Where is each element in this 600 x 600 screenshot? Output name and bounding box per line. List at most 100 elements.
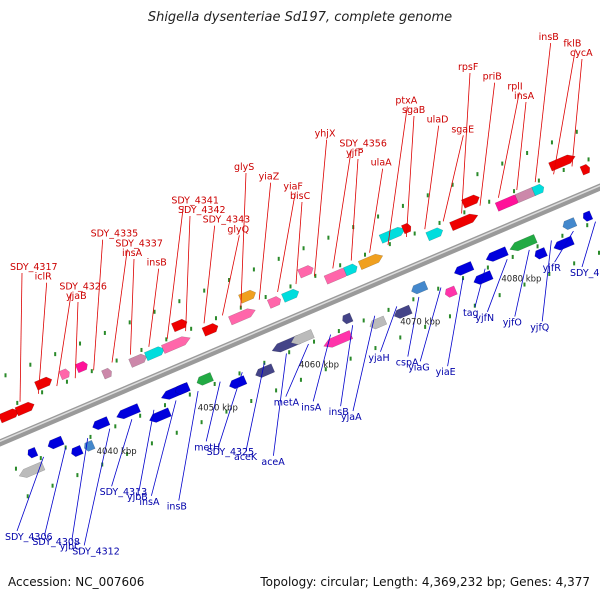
forward-gene-label: ulaD <box>427 115 449 126</box>
minor-tick <box>128 320 131 325</box>
reverse-gene-arrow <box>485 246 509 262</box>
forward-gene-arrow <box>0 408 20 424</box>
reverse-gene-label: cspA <box>396 358 419 369</box>
leader-line <box>424 125 440 230</box>
minor-tick <box>587 157 590 162</box>
leader-line <box>71 438 89 541</box>
minor-tick <box>424 324 427 329</box>
reverse-gene-label: aceK <box>234 452 258 463</box>
minor-tick <box>536 244 539 249</box>
forward-gene-arrow <box>14 401 35 417</box>
minor-tick <box>178 299 181 304</box>
reverse-gene-label: yjbC <box>60 542 81 553</box>
minor-tick <box>597 250 600 255</box>
leader-line <box>442 135 464 222</box>
reverse-gene-arrow <box>290 329 315 345</box>
leader-line <box>340 325 354 407</box>
forward-gene-arrow <box>531 183 545 197</box>
minor-tick <box>153 309 156 314</box>
forward-gene-label: priB <box>483 72 502 83</box>
forward-gene-arrow <box>201 323 219 337</box>
minor-tick <box>349 356 352 361</box>
leader-line <box>222 235 240 316</box>
reverse-gene-label: SDY_4325 <box>207 447 255 458</box>
forward-gene-label: SDY_4326 <box>59 281 107 292</box>
forward-gene-arrow <box>378 226 406 244</box>
minor-tick <box>387 307 390 312</box>
minor-tick <box>225 409 228 414</box>
forward-gene-label: insB <box>539 32 559 43</box>
leader-line <box>314 139 328 277</box>
forward-gene-arrow <box>461 194 480 209</box>
leader-line <box>541 240 552 322</box>
forward-gene-label: yiaF <box>283 181 303 192</box>
minor-tick <box>238 371 241 376</box>
leader-line <box>185 215 191 332</box>
minor-tick <box>29 362 32 367</box>
forward-gene-arrow <box>58 368 70 381</box>
reverse-gene-label: yjfO <box>503 318 522 329</box>
reverse-gene-label: insA <box>301 402 322 413</box>
reverse-gene-arrow <box>27 446 39 459</box>
minor-tick <box>203 288 206 293</box>
minor-tick <box>175 430 178 435</box>
minor-tick <box>264 295 267 300</box>
forward-gene-label: sgaE <box>451 124 474 135</box>
reverse-gene-label: insB <box>167 502 187 513</box>
minor-tick <box>377 214 380 219</box>
reverse-gene-label: yjaA <box>341 412 362 423</box>
reverse-gene-arrow <box>18 461 46 478</box>
reverse-gene-label: SDY_4312 <box>72 546 120 557</box>
backbone-bar <box>0 183 600 447</box>
backbone-highlight <box>0 184 600 443</box>
leader-line <box>474 268 486 308</box>
minor-tick <box>473 303 476 308</box>
reverse-gene-arrow <box>149 407 172 423</box>
forward-gene-arrow <box>400 222 412 235</box>
leader-line <box>553 49 576 175</box>
forward-gene-arrow <box>342 263 358 277</box>
minor-tick <box>114 424 117 429</box>
minor-tick <box>575 129 578 134</box>
leader-line <box>178 390 199 501</box>
minor-tick <box>250 398 253 403</box>
reverse-gene-arrow <box>393 304 413 319</box>
minor-tick <box>364 252 367 257</box>
leader-line <box>352 315 376 412</box>
minor-tick <box>399 335 402 340</box>
reverse-gene-label: aceA <box>261 457 285 468</box>
reverse-gene-arrow <box>582 210 594 222</box>
minor-tick <box>438 220 441 225</box>
leader-line <box>498 92 520 198</box>
leader-line <box>407 296 420 357</box>
reverse-gene-label: yjfN <box>475 313 494 324</box>
forward-gene-label: ulaA <box>371 158 392 169</box>
reverse-gene-arrow <box>562 217 578 230</box>
forward-gene-label: iclR <box>35 272 53 283</box>
reverse-gene-arrow <box>444 285 458 298</box>
minor-tick <box>488 199 491 204</box>
leader-line <box>258 182 272 300</box>
forward-gene-label: ptxA <box>395 95 417 106</box>
leader-line <box>369 168 384 253</box>
tick-label: 4080 kbp <box>501 274 541 284</box>
minor-tick <box>275 388 278 393</box>
minor-tick <box>388 242 391 247</box>
minor-tick <box>90 369 93 374</box>
minor-tick <box>115 358 118 363</box>
minor-tick <box>103 330 106 335</box>
minor-tick <box>65 379 68 384</box>
leader-line <box>166 206 184 340</box>
reverse-gene-arrow <box>92 416 111 431</box>
leader-line <box>93 239 104 371</box>
forward-gene-label: SDY_4337 <box>115 238 163 249</box>
reverse-gene-arrow <box>47 435 65 450</box>
minor-tick <box>314 273 317 278</box>
minor-tick <box>200 420 203 425</box>
reverse-gene-label: yjfQ <box>530 322 549 333</box>
leader-line <box>406 115 415 238</box>
leader-line <box>245 362 265 452</box>
minor-tick <box>228 278 231 283</box>
reverse-gene-label: SDY_4373 <box>570 268 600 279</box>
